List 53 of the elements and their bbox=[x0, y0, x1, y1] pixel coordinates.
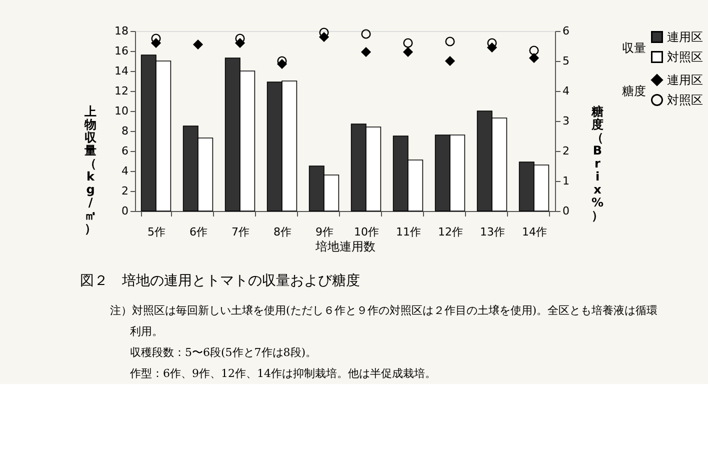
point bbox=[319, 28, 329, 38]
text: 収量 bbox=[622, 41, 646, 55]
y2-tick-label: 0 bbox=[562, 204, 570, 218]
y-tick-label: 2 bbox=[122, 184, 128, 198]
y2-tick-label: 6 bbox=[562, 24, 570, 38]
point bbox=[403, 47, 413, 57]
y2-tick-label: 5 bbox=[562, 54, 570, 68]
text: 収穫段数：5〜6段(5作と7作は8段)。 bbox=[130, 346, 317, 359]
y-tick-label: 18 bbox=[114, 24, 128, 38]
text: 糖度（Brix%） bbox=[591, 104, 604, 222]
x-tick-label: 14作 bbox=[522, 226, 547, 238]
x-tick-label: 12作 bbox=[438, 226, 463, 238]
legend-label: 連用区 bbox=[667, 30, 703, 44]
y-tick-label: 4 bbox=[122, 164, 128, 178]
text: 作型：6作、9作、12作、14作は抑制栽培。他は半促成栽培。 bbox=[129, 367, 436, 380]
y-tick-label: 14 bbox=[114, 64, 128, 78]
text: 図２ 培地の連用とトマトの収量および糖度 bbox=[80, 273, 360, 289]
y-tick-label: 10 bbox=[114, 104, 128, 118]
x-tick-label: 8作 bbox=[274, 226, 292, 238]
y2-tick-label: 1 bbox=[562, 174, 570, 188]
x-tick-label: 5作 bbox=[148, 226, 166, 238]
text: 上物収量（kg/㎡） bbox=[84, 104, 96, 236]
y-tick-label: 12 bbox=[114, 84, 128, 98]
text: 糖度 bbox=[622, 84, 646, 98]
x-tick-label: 10作 bbox=[354, 226, 379, 238]
legend-label: 対照区 bbox=[667, 50, 703, 64]
y-tick-label: 8 bbox=[122, 124, 128, 138]
point bbox=[445, 36, 455, 46]
point bbox=[361, 47, 371, 57]
x-tick-label: 11作 bbox=[396, 226, 421, 238]
point bbox=[193, 40, 203, 50]
x-tick-label: 7作 bbox=[232, 226, 250, 238]
text: 注）対照区は毎回新しい土壌を使用(ただし６作と９作の対照区は２作目の土壌を使用)。全区とも培養液は循環利用。 bbox=[110, 304, 658, 338]
y2-tick-label: 2 bbox=[562, 144, 570, 158]
y-tick-label: 0 bbox=[122, 204, 128, 218]
point bbox=[529, 53, 539, 63]
x-tick-label: 13作 bbox=[480, 226, 505, 238]
point bbox=[361, 29, 371, 39]
y-tick-label: 6 bbox=[122, 144, 128, 158]
x-tick-label: 6作 bbox=[190, 226, 208, 238]
y2-tick-label: 4 bbox=[562, 84, 570, 98]
point bbox=[235, 34, 245, 44]
x-axis-title: 培地連用数 bbox=[314, 240, 376, 254]
y2-tick-label: 3 bbox=[562, 114, 570, 128]
point bbox=[445, 56, 455, 66]
point bbox=[529, 46, 539, 56]
point bbox=[403, 38, 413, 48]
x-tick-label: 9作 bbox=[316, 226, 334, 238]
legend-label: 連用区 bbox=[667, 73, 703, 87]
y-tick-label: 16 bbox=[114, 44, 128, 58]
point bbox=[151, 34, 161, 44]
legend-label: 対照区 bbox=[667, 93, 703, 107]
point bbox=[487, 38, 497, 48]
